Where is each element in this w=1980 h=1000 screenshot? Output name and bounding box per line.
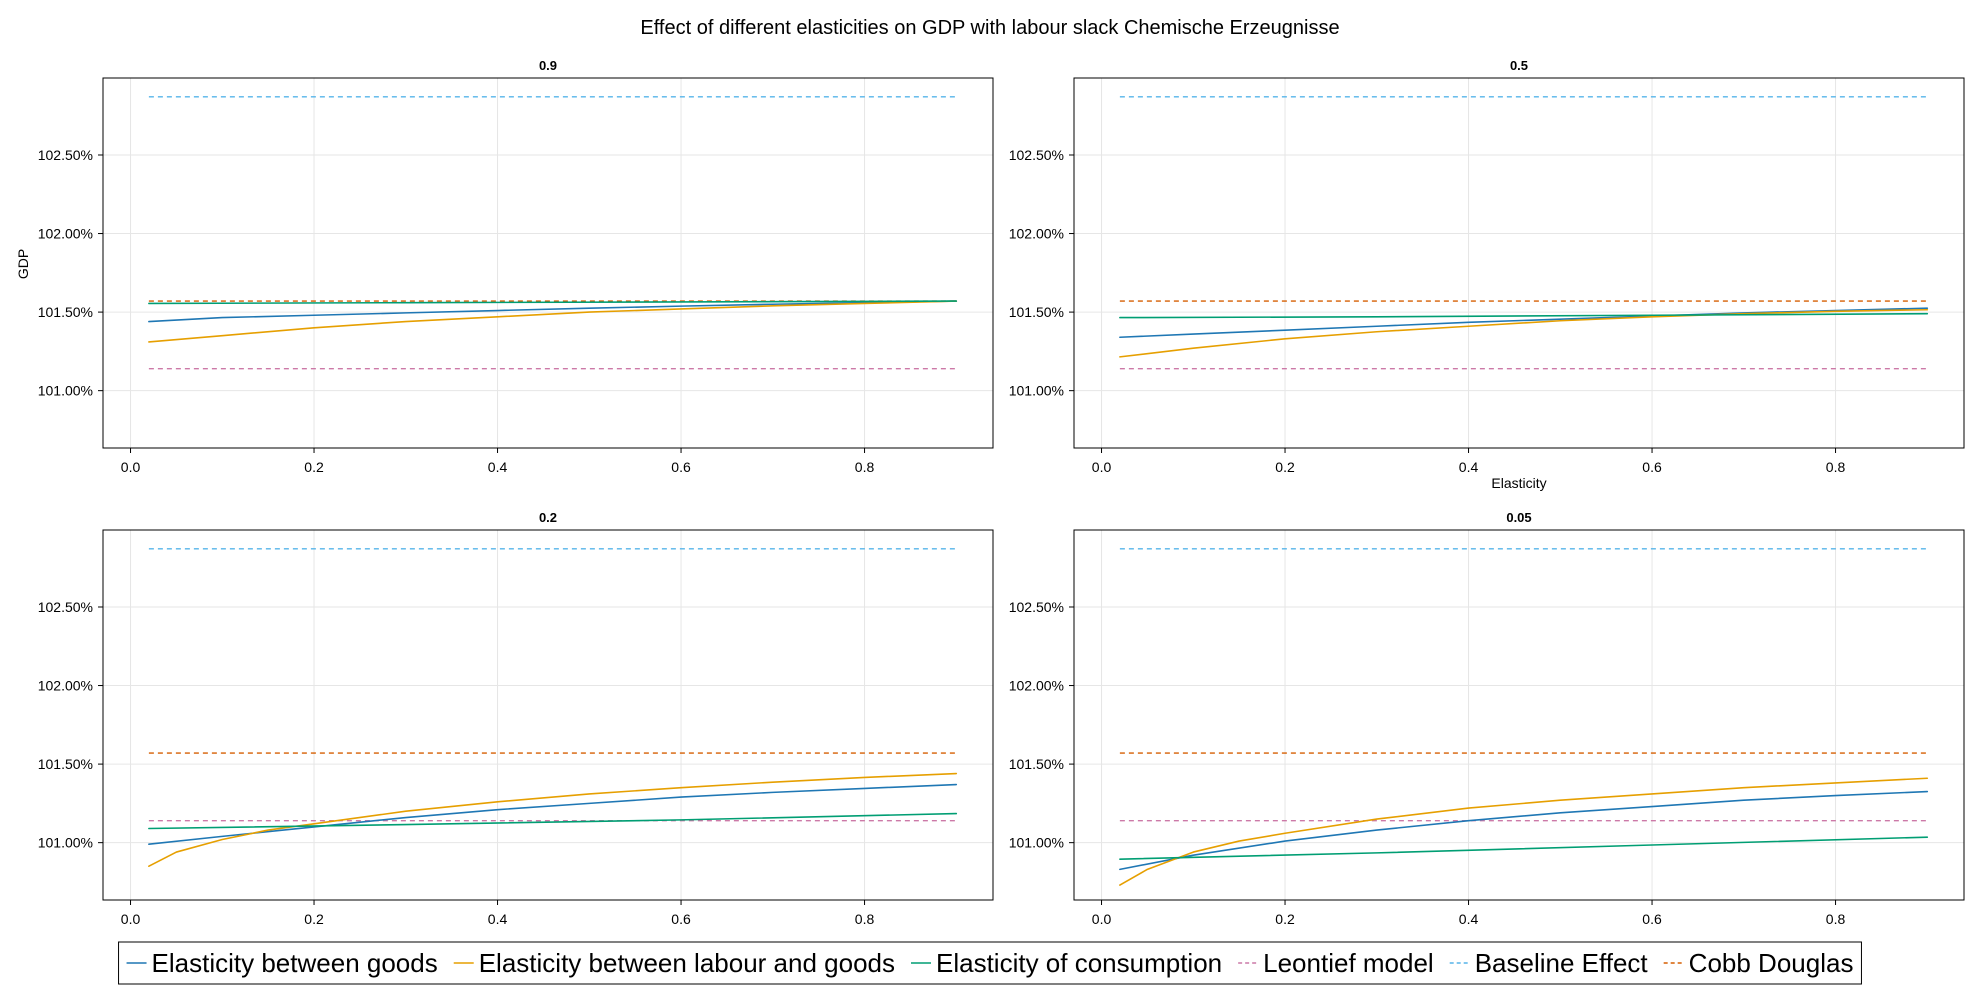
x-tick-label: 0.4 xyxy=(1459,459,1479,475)
x-tick-label: 0.0 xyxy=(121,911,141,927)
x-tick-label: 0.6 xyxy=(1642,459,1662,475)
subplot-title: 0.5 xyxy=(1510,58,1528,73)
x-tick-label: 0.6 xyxy=(1642,911,1662,927)
plot-area xyxy=(103,78,993,448)
series-line-elasticity-of-consumption xyxy=(148,300,958,305)
legend-frame xyxy=(118,941,1862,985)
y-tick-label: 102.00% xyxy=(38,678,93,694)
x-tick-label: 0.8 xyxy=(855,911,875,927)
x-tick-label: 0.2 xyxy=(304,911,324,927)
legend-label: Elasticity of consumption xyxy=(936,948,1222,978)
legend: Elasticity between goods Elasticity betwe… xyxy=(118,941,1862,985)
x-axis-label: Elasticity xyxy=(1491,475,1546,491)
y-tick-label: 101.00% xyxy=(38,835,93,851)
x-tick-label: 0.0 xyxy=(1092,459,1112,475)
legend-label: Elasticity between labour and goods xyxy=(479,948,895,978)
legend-item: Elasticity of consumption xyxy=(911,948,1222,978)
x-tick-label: 0.0 xyxy=(121,459,141,475)
legend-item: Cobb Douglas xyxy=(1663,948,1854,978)
x-tick-label: 0.6 xyxy=(671,459,691,475)
subplot-3: 0.0 0.2 0.4 0.6 0.8 101.00% 101.50% 102.00% 102.… xyxy=(38,510,994,927)
y-tick-label: 102.50% xyxy=(1009,147,1064,163)
legend-item: Baseline Effect xyxy=(1449,948,1649,978)
x-tick-label: 0.4 xyxy=(1459,911,1479,927)
plot-area xyxy=(1074,530,1964,900)
series-line-elasticity-between-labour-and-goods xyxy=(1119,777,1929,886)
plot-area xyxy=(1074,78,1964,448)
y-tick-label: 101.00% xyxy=(1009,835,1064,851)
plot-frame xyxy=(1073,529,1965,901)
series-group xyxy=(1119,548,1929,886)
series-line-elasticity-between-labour-and-goods xyxy=(1119,308,1929,358)
subplot-4: 0.0 0.2 0.4 0.6 0.8 101.00% 101.50% 102.00% 102.… xyxy=(1009,510,1965,927)
y-tick-label: 102.50% xyxy=(1009,599,1064,615)
legend-item: Elasticity between labour and goods xyxy=(453,948,895,978)
y-tick-label: 102.00% xyxy=(1009,678,1064,694)
x-tick-label: 0.0 xyxy=(1092,911,1112,927)
y-tick-label: 102.00% xyxy=(1009,226,1064,242)
x-tick-label: 0.8 xyxy=(1826,459,1846,475)
x-tick-label: 0.6 xyxy=(671,911,691,927)
subplot-2: 0.0 0.2 0.4 0.6 0.8 101.00% 101.50% 102.00% 102.… xyxy=(1009,58,1965,491)
y-tick-label: 102.50% xyxy=(38,147,93,163)
y-tick-label: 101.50% xyxy=(38,756,93,772)
legend-item: Leontief model xyxy=(1238,948,1434,978)
x-tick-label: 0.8 xyxy=(855,459,875,475)
plot-area xyxy=(103,530,993,900)
y-tick-label: 102.50% xyxy=(38,599,93,615)
legend-label: Leontief model xyxy=(1263,948,1434,978)
series-line-elasticity-between-goods xyxy=(1119,790,1929,871)
x-tick-label: 0.8 xyxy=(1826,911,1846,927)
x-tick-label: 0.2 xyxy=(304,459,324,475)
legend-label: Cobb Douglas xyxy=(1689,948,1854,978)
series-group xyxy=(148,548,958,868)
x-tick-label: 0.2 xyxy=(1275,911,1295,927)
series-line-elasticity-of-consumption xyxy=(1119,312,1929,319)
x-tick-label: 0.4 xyxy=(488,459,508,475)
subplot-title: 0.2 xyxy=(539,510,557,525)
series-line-elasticity-between-labour-and-goods xyxy=(148,772,958,868)
y-tick-label: 101.00% xyxy=(38,383,93,399)
subplot-title: 0.05 xyxy=(1506,510,1531,525)
legend-label: Elasticity between goods xyxy=(152,948,438,978)
series-line-elasticity-between-goods xyxy=(148,300,958,323)
y-tick-label: 102.00% xyxy=(38,226,93,242)
plot-frame xyxy=(1073,77,1965,449)
series-line-elasticity-of-consumption xyxy=(1119,836,1929,860)
subplot-grid: 0.0 0.2 0.4 0.6 0.8 101.00% 101.50% 102.00% 102.… xyxy=(38,58,1965,927)
legend-item: Elasticity between goods xyxy=(126,948,438,978)
series-line-elasticity-between-goods xyxy=(148,783,958,846)
series-group xyxy=(1119,96,1929,370)
subplot-title: 0.9 xyxy=(539,58,557,73)
y-axis-label: GDP xyxy=(15,249,31,279)
figure-title: Effect of different elasticities on GDP … xyxy=(640,17,1339,39)
y-tick-label: 101.00% xyxy=(1009,383,1064,399)
subplot-1: 0.0 0.2 0.4 0.6 0.8 101.00% 101.50% 102.00% 102.… xyxy=(38,58,994,475)
x-tick-label: 0.2 xyxy=(1275,459,1295,475)
y-tick-label: 101.50% xyxy=(1009,756,1064,772)
series-group xyxy=(148,96,958,370)
x-tick-label: 0.4 xyxy=(488,911,508,927)
y-tick-label: 101.50% xyxy=(38,304,93,320)
legend-label: Baseline Effect xyxy=(1475,948,1649,978)
plot-frame xyxy=(102,529,994,901)
plot-frame xyxy=(102,77,994,449)
series-line-elasticity-of-consumption xyxy=(148,812,958,830)
y-tick-label: 101.50% xyxy=(1009,304,1064,320)
series-line-elasticity-between-labour-and-goods xyxy=(148,300,958,343)
